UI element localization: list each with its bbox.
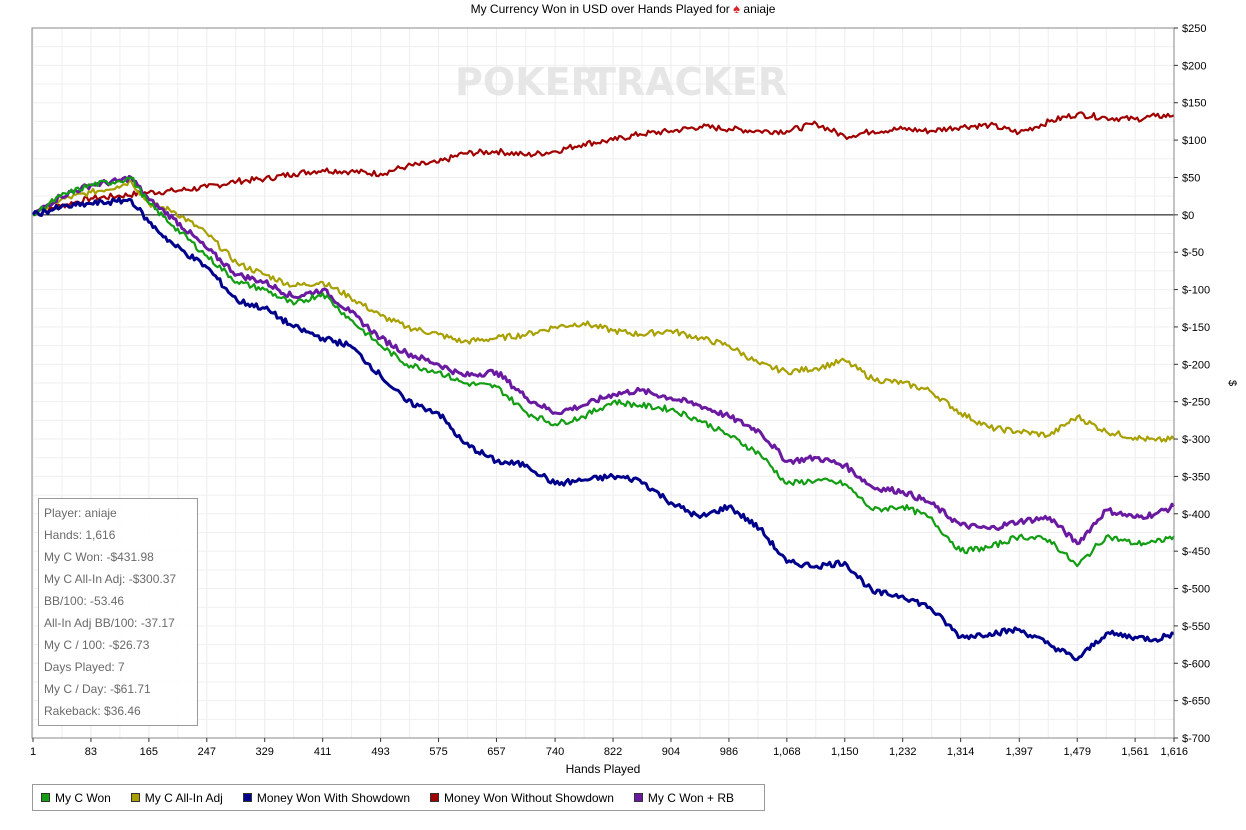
y-tick-label: $0 [1182,210,1194,222]
series-line-1 [32,179,1175,443]
y-tick-label: $100 [1182,135,1206,147]
x-tick-label: 329 [256,746,274,758]
x-tick-label: 657 [487,746,505,758]
x-tick-label: 1,479 [1063,746,1091,758]
legend-label: Money Won Without Showdown [444,790,614,805]
x-tick-label: 1 [30,746,36,758]
legend-swatch [130,793,140,802]
y-tick-label: $-300 [1182,434,1210,446]
y-tick-label: $200 [1182,60,1206,72]
plot-frame [31,27,1175,739]
y-tick-label: $-150 [1182,322,1210,334]
legend: My C Won My C All-In Adj Money Won With Sh… [32,784,765,811]
y-tick-label: $-550 [1182,621,1210,633]
stats-line: Hands: 1,616 [44,528,116,542]
y-tick-label: $-450 [1182,546,1210,558]
legend-label: Money Won With Showdown [256,790,411,805]
x-tick-label: 1,616 [1160,746,1188,758]
y-tick-label: $150 [1182,98,1206,110]
legend-item: Money Won With Showdown [242,790,411,805]
legend-item: My C Won [41,791,111,805]
series-lines [31,111,1176,662]
y-axis-label: $ [1226,380,1238,386]
y-axis-ticks: $250 $200 $150 $100 $50 $0 $-50 $-100 $-150 $-200… [1174,23,1210,745]
x-tick-label: 247 [198,746,216,758]
legend-label: My C Won [55,790,111,805]
x-tick-label: 1,314 [947,746,975,758]
series-line-3 [32,176,1175,568]
x-tick-label: 1,397 [1006,746,1034,758]
x-tick-label: 411 [314,746,332,758]
x-tick-label: 740 [546,746,564,758]
y-tick-label: $50 [1182,172,1200,184]
x-tick-label: 1,150 [831,746,859,758]
x-tick-label: 83 [85,746,97,758]
y-tick-label: $-500 [1182,584,1210,596]
stats-box: Player: aniaje Hands: 1,616 My C Won: -$43… [38,498,198,726]
stats-line: Player: aniaje [44,506,117,520]
x-tick-label: 1,561 [1121,746,1149,758]
x-tick-label: 822 [604,746,622,758]
y-tick-label: $-400 [1182,509,1210,521]
y-tick-label: $250 [1182,23,1206,35]
watermark-poker: POKER [455,60,600,104]
stats-line: Days Played: 7 [44,660,125,674]
x-tick-label: 904 [662,746,680,758]
x-tick-label: 986 [720,746,738,758]
stats-line: My C / Day: -$61.71 [44,682,151,696]
legend-item: My C All-In Adj [130,790,223,805]
series-line-4 [31,196,1175,662]
chart-title: My Currency Won in USD over Hands Played… [0,1,1246,16]
stats-line: All-In Adj BB/100: -37.17 [44,616,175,630]
x-axis-label: Hands Played [566,762,641,776]
legend-swatch [430,793,440,802]
legend-swatch [242,793,252,802]
spade-icon: ♠ [733,1,741,16]
chart-title-text: My Currency Won in USD over Hands Played… [470,2,730,16]
x-tick-label: 1,232 [889,746,917,758]
y-tick-label: $-700 [1182,733,1210,745]
legend-item: Money Won Without Showdown [430,791,614,805]
x-tick-label: 493 [371,746,389,758]
series-line-0 [32,111,1175,217]
series-line-2 [32,174,1176,546]
legend-label: My C All-In Adj [144,790,223,805]
y-tick-label: $-650 [1182,696,1210,708]
stats-line: My C Won: -$431.98 [44,550,154,564]
stats-line: BB/100: -53.46 [44,594,125,608]
x-tick-label: 1,068 [773,746,801,758]
y-tick-label: $-250 [1182,397,1210,409]
legend-label: My C Won + RB [647,790,735,805]
watermark-tracker: TRACKER [590,60,787,104]
y-tick-label: $-50 [1182,247,1204,259]
legend-swatch [41,793,50,802]
stats-line: Rakeback: $36.46 [44,704,141,718]
y-tick-label: $-350 [1182,471,1210,483]
y-tick-label: $-100 [1182,285,1210,297]
legend-item: My C Won + RB [633,790,735,805]
x-tick-label: 165 [140,746,158,758]
legend-swatch [633,793,643,802]
stats-line: My C All-In Adj: -$300.37 [44,572,177,586]
x-tick-label: 575 [429,746,447,758]
y-tick-label: $-600 [1182,658,1210,670]
chart-title-player: aniaje [743,2,776,16]
y-tick-label: $-200 [1182,359,1210,371]
x-axis-ticks: 1 83 165 247 329 411 493 575 657 740 822 904 986 1,06… [30,738,1188,758]
stats-line: My C / 100: -$26.73 [44,638,150,652]
